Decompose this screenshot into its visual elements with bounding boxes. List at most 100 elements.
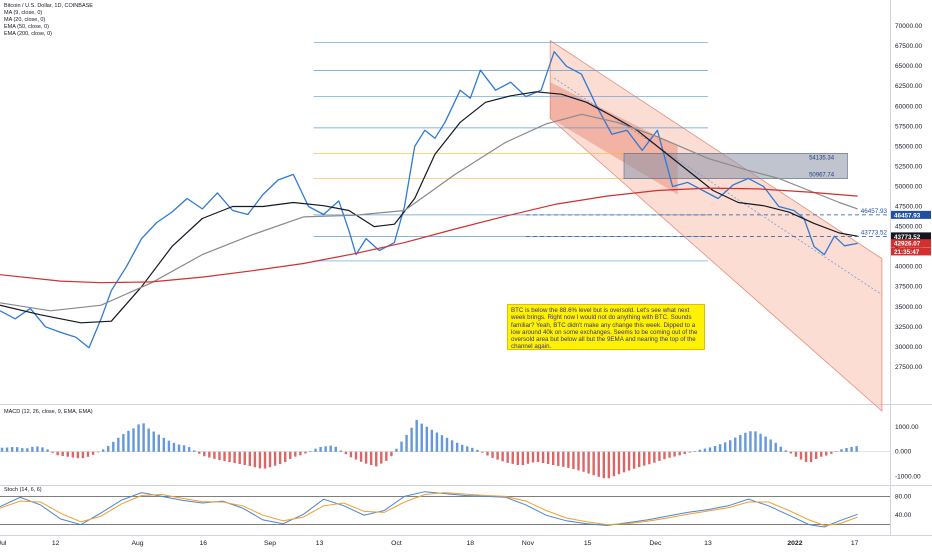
macd-bar [177,444,181,452]
macd-bar [673,451,676,457]
macd-bar [101,449,105,452]
stoch-legend: Stoch (14, 6, 6) [4,487,42,494]
macd-bar [552,451,555,465]
time-tick-label: Aug [131,540,143,547]
macd-bar [263,451,267,469]
macd-bar [774,442,777,452]
macd-bar [668,451,671,458]
macd-bar [329,445,332,452]
macd-bar [208,451,211,458]
macd-bar [299,451,302,456]
time-tick-label: 2022 [787,540,802,547]
macd-bar [187,447,191,452]
macd-bar [71,451,75,458]
macd-bar [830,451,833,454]
price-tick-label: 27500.00 [895,364,922,371]
macd-bar [430,429,434,452]
macd-bar [364,451,368,464]
series-ema50-line [0,113,858,312]
macd-bar [203,451,206,457]
macd-bar [26,448,29,452]
macd-bar [855,446,858,452]
stoch-tick-label: 40.00 [895,512,912,519]
time-tick-label: Sep [264,540,276,547]
macd-bar [809,451,813,463]
macd-bar [476,449,479,452]
series-ema200-line [0,187,858,284]
macd-bar [395,448,398,452]
macd-bar [703,448,707,452]
macd-bar [754,431,757,452]
macd-bar [749,431,752,452]
level-side-label: 43773.52 [861,229,888,236]
macd-bar [845,447,848,452]
macd-bar [637,451,641,468]
macd-bar [228,451,231,463]
time-tick-label: 17 [851,540,859,547]
series-price-line [0,51,858,349]
box-top-label: 54135.34 [809,155,835,161]
macd-bar [602,451,605,479]
macd-bar [192,450,196,452]
annotation-text: BTC is below the 88.6% level but is over… [511,307,698,350]
macd-bar [729,440,732,452]
macd-bar [31,446,34,452]
macd-bar [536,451,540,463]
macd-bar [835,451,838,452]
price-tick-label: 40000.00 [895,264,922,271]
legend-ema200: EMA (200, close, 0) [4,31,52,37]
macd-bar [627,451,631,471]
price-tick-label: 57500.00 [895,123,922,130]
macd-tick-label: 0.000 [895,449,912,456]
level-side-label: 46457.93 [861,208,888,215]
macd-bar [354,451,358,460]
macd-bar [486,451,489,456]
macd-bar [258,451,262,469]
series-ma20-line [0,91,858,324]
price-tag-bg [891,247,931,256]
box-bottom-label: 50967.74 [809,173,835,179]
macd-bar [162,437,166,452]
macd-bar [375,451,378,467]
macd-bar [769,439,772,452]
macd-bar [460,444,464,452]
price-tag-label: 43773.52 [894,234,921,241]
macd-bar [380,451,383,464]
macd-title: MACD (12, 26, close, 9, EMA, EMA) [4,409,93,415]
macd-tick-label: -1000.00 [895,474,921,481]
stoch-k-line [0,491,858,528]
macd-bar [284,451,287,462]
macd-bar [632,451,636,469]
price-tick-label: 37500.00 [895,284,922,291]
macd-bar [683,451,686,455]
macd-bar [572,451,575,470]
macd-bar [511,451,514,464]
annotation-note: BTC is below the 88.6% level but is over… [507,304,705,350]
macd-bar [223,451,226,462]
price-tick-label: 45000.00 [895,224,922,231]
macd-bar [122,434,125,452]
macd-bar [501,451,504,462]
price-tag-bg [891,239,931,248]
macd-bar [369,451,373,466]
macd-bar [557,451,560,466]
macd-bar [238,451,241,465]
macd-bar [56,451,59,456]
price-tick-label: 32500.00 [895,324,922,331]
price-tag-label: 21:35:47 [894,249,920,256]
macd-bar [96,451,100,453]
macd-bar [582,451,585,472]
macd-bar [400,441,403,452]
macd-bar [66,451,69,457]
macd-bar [349,451,353,458]
macd-bar [268,451,272,468]
price-tick-label: 55000.00 [895,143,922,150]
macd-bar [784,450,788,452]
macd-bar [152,431,155,452]
price-tick-label: 62500.00 [895,83,922,90]
macd-bar [794,451,798,457]
macd-bar [739,434,742,452]
macd-bar [127,430,130,452]
macd-bar [117,437,120,452]
